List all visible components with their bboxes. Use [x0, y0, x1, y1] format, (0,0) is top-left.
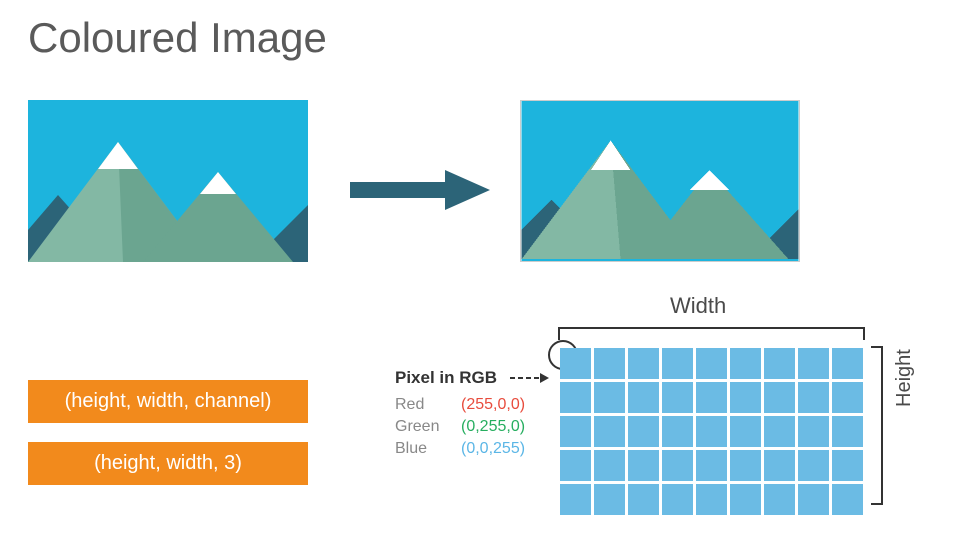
grid-cell [662, 348, 693, 379]
grid-cell [832, 416, 863, 447]
grid-cell [560, 484, 591, 515]
grid-cell [798, 484, 829, 515]
rgb-row: Blue (0,0,255) [395, 440, 525, 458]
grid-cell [764, 484, 795, 515]
grid-cell [730, 484, 761, 515]
width-bracket [557, 324, 866, 342]
grid-cell [662, 382, 693, 413]
badge-dim-three: (height, width, 3) [28, 442, 308, 485]
grid-cell [560, 450, 591, 481]
grid-cell [696, 484, 727, 515]
height-bracket [869, 345, 885, 506]
width-label: Width [670, 293, 726, 319]
grid-cell [594, 484, 625, 515]
grid-cell [594, 382, 625, 413]
grid-cell [560, 348, 591, 379]
grid-cell [798, 416, 829, 447]
grid-cell [764, 382, 795, 413]
grid-cell [764, 450, 795, 481]
grid-cell [594, 416, 625, 447]
grid-cell [628, 382, 659, 413]
rgb-name: Blue [395, 440, 447, 458]
rgb-row: Green (0,255,0) [395, 418, 525, 436]
grid-cell [730, 450, 761, 481]
grid-cell [560, 416, 591, 447]
grid-cell [594, 450, 625, 481]
rgb-list: Red (255,0,0) Green (0,255,0) Blue (0,0,255) [395, 396, 525, 462]
grid-cell [832, 382, 863, 413]
grid-cell [730, 416, 761, 447]
grid-cell [798, 348, 829, 379]
grid-cell [696, 348, 727, 379]
grid-cell [696, 416, 727, 447]
grid-cell [832, 348, 863, 379]
grid-cell [832, 484, 863, 515]
rgb-value: (0,255,0) [461, 418, 525, 436]
height-label: Height [893, 349, 916, 407]
rgb-name: Green [395, 418, 447, 436]
grid-cell [832, 450, 863, 481]
grid-cell [764, 416, 795, 447]
grid-cell [628, 484, 659, 515]
grid-cell [730, 382, 761, 413]
grid-cell [798, 450, 829, 481]
grid-cell [662, 416, 693, 447]
pixel-grid [560, 348, 863, 515]
grid-cell [662, 450, 693, 481]
grid-cell [594, 348, 625, 379]
rgb-name: Red [395, 396, 447, 414]
rgb-value: (0,0,255) [461, 440, 525, 458]
badge-dim-channel: (height, width, channel) [28, 380, 308, 423]
arrow-icon [350, 170, 490, 210]
dashed-arrow-icon [505, 371, 549, 385]
left-mountain-image [28, 100, 308, 262]
grid-cell [628, 416, 659, 447]
grid-cell [696, 450, 727, 481]
rgb-value: (255,0,0) [461, 396, 525, 414]
page-title: Coloured Image [28, 14, 327, 62]
grid-cell [628, 450, 659, 481]
grid-cell [696, 382, 727, 413]
grid-cell [764, 348, 795, 379]
right-mountain-image-pixelated [520, 100, 800, 262]
pixel-in-rgb-label: Pixel in RGB [395, 368, 497, 388]
rgb-row: Red (255,0,0) [395, 396, 525, 414]
grid-cell [798, 382, 829, 413]
grid-cell [662, 484, 693, 515]
grid-cell [730, 348, 761, 379]
grid-cell [560, 382, 591, 413]
grid-cell [628, 348, 659, 379]
